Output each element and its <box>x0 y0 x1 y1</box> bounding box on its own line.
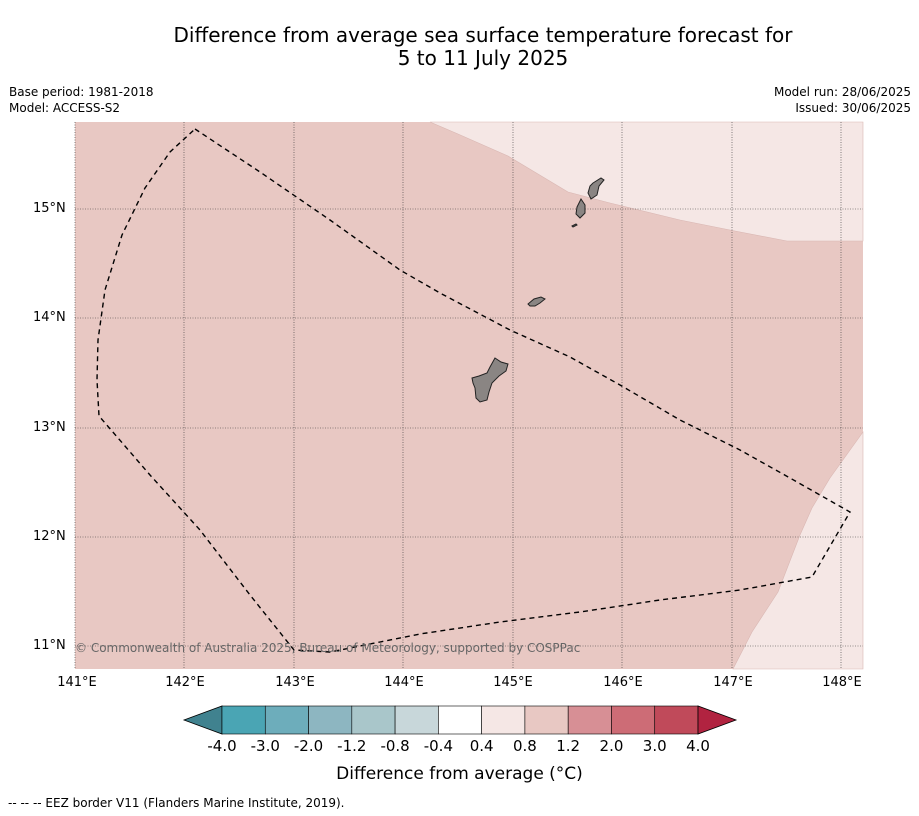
tinian-island <box>575 198 586 219</box>
latitude-label-15n: 15°N <box>33 201 66 216</box>
longitude-label-143e: 143°E <box>275 675 315 690</box>
issued-date-text: Issued: 30/06/2025 <box>795 101 911 115</box>
longitude-label-146e: 146°E <box>603 675 643 690</box>
colorbar-tick-label: -4.0 <box>207 737 237 755</box>
longitude-label-147e: 147°E <box>713 675 753 690</box>
colorbar-tick-label: 0.8 <box>512 737 537 755</box>
latitude-label-13n: 13°N <box>33 420 66 435</box>
latitude-label-14n: 14°N <box>33 310 66 325</box>
map-title-line-2: 5 to 11 July 2025 <box>397 46 569 70</box>
colorbar-tick-label: 2.0 <box>599 737 624 755</box>
guam-island <box>471 357 509 403</box>
longitude-label-144e: 144°E <box>384 675 424 690</box>
colorbar-tick-label: 4.0 <box>686 737 710 755</box>
latitude-label-12n: 12°N <box>33 529 66 544</box>
colorbar-title-text: Difference from average (°C) <box>336 764 583 784</box>
colorbar-tick-label: 3.0 <box>642 737 667 755</box>
colorbar-tick-label: 0.4 <box>469 737 494 755</box>
colorbar-tick-label: -0.4 <box>423 737 453 755</box>
longitude-label-145e: 145°E <box>493 675 533 690</box>
colorbar-tick-label: -2.0 <box>293 737 324 755</box>
land-masses <box>471 177 605 403</box>
model-name-text: Model: ACCESS-S2 <box>9 101 121 115</box>
rota-island <box>527 296 546 307</box>
longitude-label-148e: 148°E <box>822 675 862 690</box>
longitude-label-141e: 141°E <box>57 675 97 690</box>
colorbar-tick-label: 1.2 <box>556 737 581 755</box>
model-run-text: Model run: 28/06/2025 <box>773 85 911 99</box>
aguijan-islet <box>571 223 578 228</box>
longitude-label-142e: 142°E <box>165 675 205 690</box>
gridlines <box>74 122 863 669</box>
colorbar-tick-label: -3.0 <box>250 737 280 755</box>
eez-border-footnote: -- -- -- EEZ border V11 (Flanders Marine… <box>8 796 345 810</box>
colorbar-tick-label: -0.8 <box>380 737 410 755</box>
colorbar-title: Difference from average (°C) <box>0 764 919 784</box>
base-period-text: Base period: 1981-2018 <box>9 85 154 99</box>
copyright-notice: © Commonwealth of Australia 2025, Bureau… <box>75 641 581 655</box>
latitude-label-11n: 11°N <box>33 638 66 653</box>
map-title-line-1: Difference from average sea surface temp… <box>173 23 793 47</box>
anomaly-field-0.4-0.8-northeast <box>429 121 864 242</box>
eez-border <box>96 128 851 653</box>
anomaly-field-0.4-0.8-southeast <box>732 431 864 670</box>
colorbar-tick-label: -1.2 <box>337 737 367 755</box>
saipan-island <box>587 177 605 200</box>
